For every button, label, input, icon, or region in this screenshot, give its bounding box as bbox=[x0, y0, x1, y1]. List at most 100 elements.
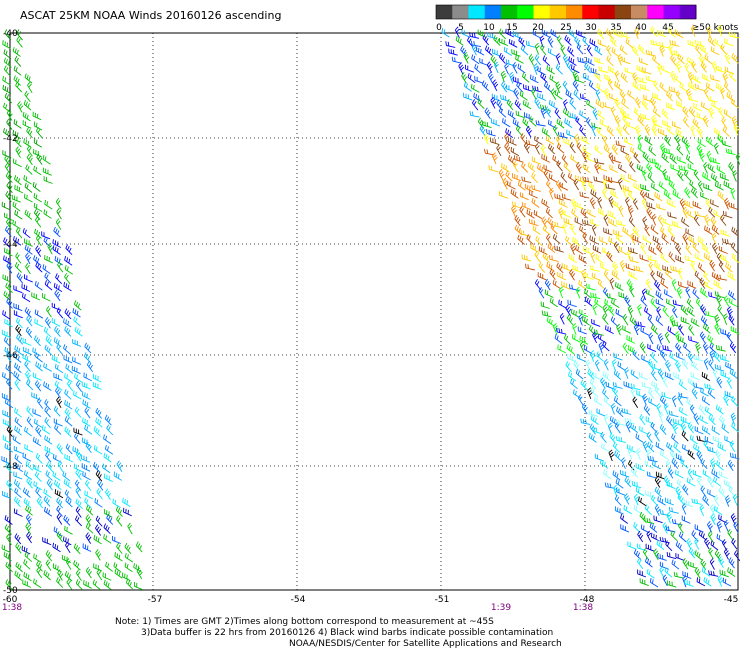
map-title: ASCAT 25KM NOAA Winds 20160126 ascending bbox=[20, 9, 282, 22]
wind-barb bbox=[645, 543, 655, 552]
wind-barb bbox=[667, 211, 677, 219]
wind-barb bbox=[2, 84, 12, 94]
wind-barb bbox=[5, 172, 13, 184]
wind-barb bbox=[586, 283, 596, 291]
wind-barb bbox=[624, 295, 631, 307]
wind-barb bbox=[522, 202, 532, 211]
wind-barb bbox=[63, 514, 71, 526]
wind-barb bbox=[596, 408, 606, 417]
wind-barb bbox=[471, 54, 480, 65]
wind-barb bbox=[590, 189, 599, 199]
wind-barb bbox=[647, 314, 655, 326]
wind-barb bbox=[713, 351, 721, 363]
wind-barb bbox=[64, 400, 73, 410]
wind-barb bbox=[713, 505, 723, 516]
wind-barb bbox=[491, 93, 501, 102]
legend-swatch bbox=[679, 5, 697, 19]
wind-barb bbox=[557, 35, 563, 47]
wind-barb bbox=[699, 277, 706, 289]
wind-barb bbox=[636, 163, 646, 174]
wind-barb bbox=[535, 235, 543, 247]
wind-barb bbox=[95, 417, 103, 428]
wind-barb bbox=[678, 531, 687, 543]
wind-barb bbox=[642, 548, 649, 560]
wind-barb bbox=[490, 96, 497, 109]
wind-barb bbox=[675, 469, 684, 479]
wind-barb bbox=[484, 148, 495, 156]
wind-barb bbox=[454, 26, 460, 39]
wind-barb bbox=[44, 435, 53, 445]
wind-barb bbox=[13, 310, 23, 319]
wind-barb bbox=[86, 360, 94, 373]
wind-barb bbox=[620, 513, 629, 524]
wind-barb bbox=[104, 414, 112, 426]
wind-barb bbox=[667, 226, 675, 237]
wind-barb bbox=[554, 90, 563, 100]
wind-barb bbox=[44, 254, 53, 264]
wind-barb bbox=[3, 237, 11, 248]
wind-barb bbox=[519, 192, 529, 201]
wind-barb bbox=[542, 225, 551, 236]
wind-barb bbox=[594, 162, 601, 174]
wind-barb bbox=[82, 399, 91, 409]
wind-barb bbox=[82, 417, 91, 427]
wind-barb bbox=[534, 97, 541, 109]
wind-barb bbox=[5, 225, 12, 237]
wind-barb bbox=[606, 125, 615, 137]
wind-barb bbox=[74, 432, 81, 444]
wind-barb bbox=[32, 464, 42, 473]
wind-barb bbox=[24, 551, 33, 563]
wind-barb bbox=[617, 53, 624, 66]
wind-barb bbox=[12, 158, 22, 168]
wind-barb bbox=[614, 422, 621, 434]
wind-barb bbox=[517, 234, 525, 245]
wind-barb bbox=[609, 415, 618, 426]
wind-barb bbox=[1, 329, 11, 339]
wind-barb bbox=[604, 482, 615, 489]
wind-barb bbox=[26, 477, 33, 489]
wind-barb bbox=[635, 320, 646, 328]
wind-barb bbox=[675, 360, 682, 372]
wind-barb bbox=[504, 132, 510, 145]
wind-barb bbox=[63, 354, 73, 364]
wind-barb bbox=[513, 88, 520, 100]
wind-barb bbox=[34, 471, 42, 483]
wind-barb bbox=[710, 74, 720, 82]
wind-barb bbox=[602, 101, 613, 109]
wind-barb bbox=[491, 152, 498, 165]
wind-barb bbox=[124, 543, 132, 555]
wind-barb bbox=[582, 150, 589, 163]
wind-barb bbox=[730, 326, 740, 335]
wind-barb bbox=[588, 81, 597, 92]
wind-barb bbox=[64, 389, 72, 400]
wind-barb bbox=[586, 99, 595, 109]
wind-barb bbox=[720, 253, 730, 263]
wind-barb bbox=[555, 53, 561, 65]
wind-barb bbox=[580, 208, 589, 219]
wind-barb bbox=[6, 479, 14, 491]
wind-barb bbox=[657, 333, 664, 345]
wind-barb bbox=[662, 305, 670, 318]
wind-barb bbox=[54, 380, 63, 391]
wind-barb bbox=[671, 278, 677, 291]
wind-barb bbox=[512, 201, 522, 209]
wind-barb bbox=[52, 245, 61, 255]
wind-barb bbox=[660, 253, 669, 263]
wind-barb bbox=[638, 496, 647, 507]
latitude-label: -50 bbox=[3, 586, 18, 596]
wind-barb bbox=[663, 402, 669, 415]
wind-barb bbox=[1, 544, 11, 553]
legend-swatch bbox=[663, 5, 681, 19]
wind-barb bbox=[623, 505, 632, 515]
wind-barb bbox=[669, 153, 677, 164]
wind-barb bbox=[12, 201, 21, 212]
wind-barb bbox=[549, 74, 558, 85]
wind-barb bbox=[656, 203, 666, 211]
wind-barb bbox=[511, 49, 521, 57]
wind-barb bbox=[559, 182, 569, 191]
wind-barb bbox=[680, 458, 689, 469]
wind-barb bbox=[612, 470, 621, 481]
wind-barb bbox=[93, 563, 103, 572]
wind-barb bbox=[113, 471, 122, 481]
wind-barb bbox=[706, 136, 714, 147]
